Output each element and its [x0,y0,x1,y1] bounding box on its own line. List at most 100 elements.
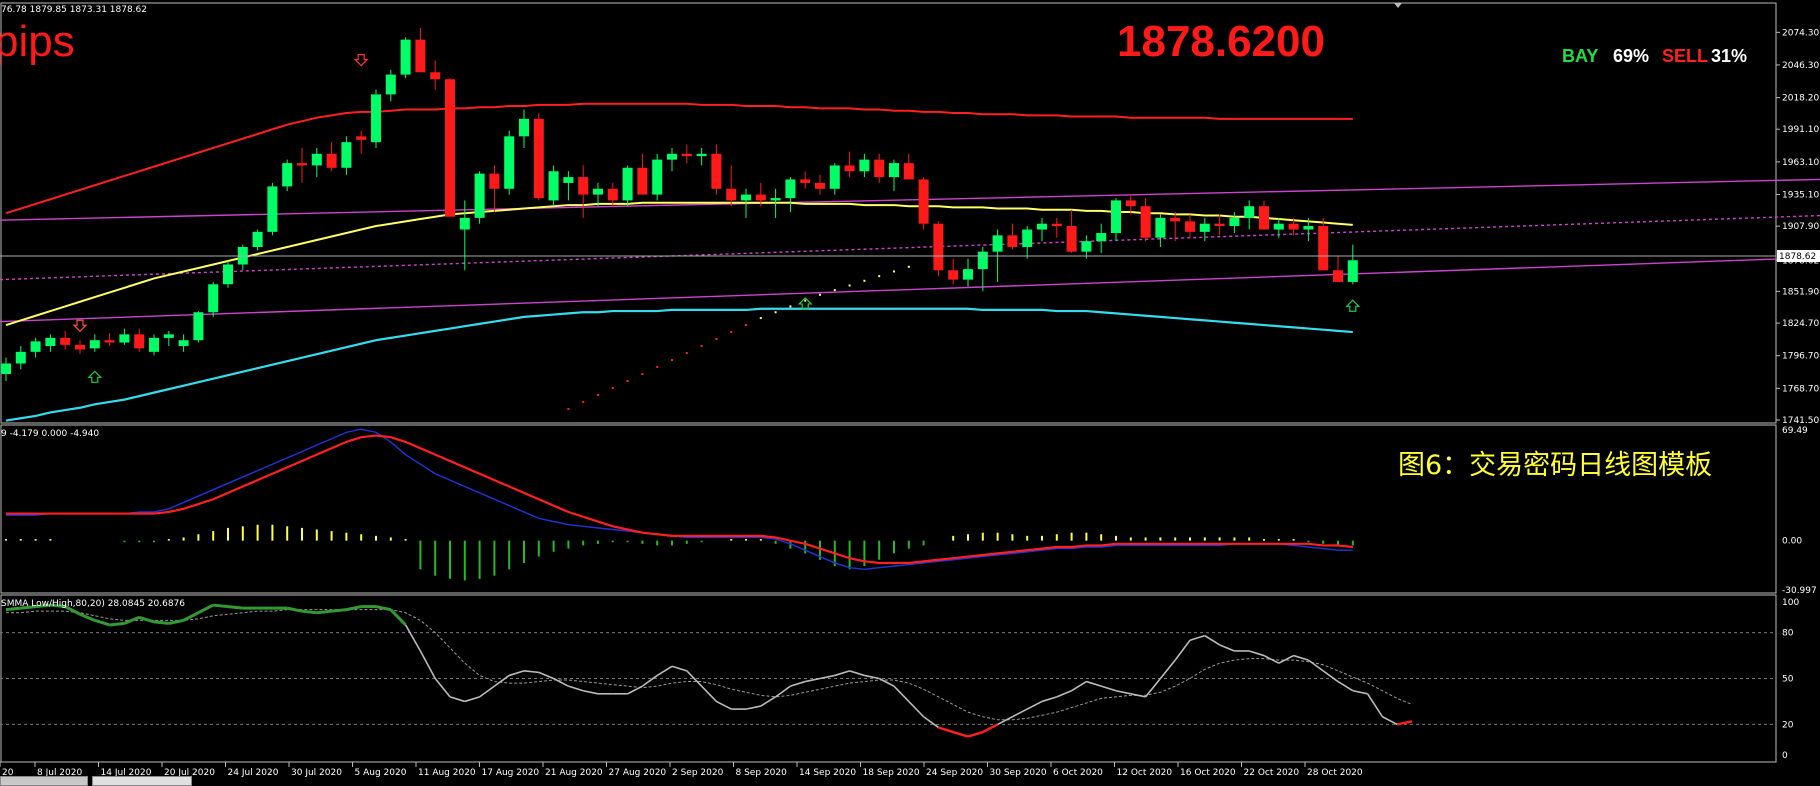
bottom-tab-2[interactable] [92,776,192,786]
osc-main-segment [64,605,81,616]
osc-main-segment [878,677,895,687]
candlesticks-layer [1,27,1358,381]
osc-main-segment [1278,654,1294,664]
sar-dot [685,352,688,355]
bull-candle [519,118,529,137]
x-tick-label: 5 Aug 2020 [355,768,407,778]
bull-candle [385,74,396,95]
bull-candle [341,142,352,168]
bull-candle [667,153,677,160]
macd-layer [5,428,1354,581]
bear-candle [1185,221,1195,232]
osc-main-segment [671,665,688,672]
y-tick-label: 1741.50 [1782,416,1819,426]
bear-candle [75,344,85,350]
bear-candle [415,39,426,73]
parabolic-sar-layer [567,265,910,410]
main-price-panel[interactable] [0,2,1777,424]
osc-main-segment [20,605,36,610]
x-tick-label: 20 Jul 2020 [164,768,215,778]
bear-candle [1318,226,1329,271]
bull-candle [1037,223,1047,230]
bull-candle [963,269,973,280]
bottom-tab-1[interactable] [0,776,88,786]
y-tick-label: 1768.70 [1782,384,1819,394]
bear-candle [60,337,71,345]
buy-percent: 69% [1613,46,1649,66]
bull-candle [89,340,100,349]
bear-candle [607,188,618,201]
chart-caption: 图6：交易密码日线图模板 [1398,450,1712,481]
osc-y-tick-label: 0 [1782,751,1788,761]
bear-candle [356,136,367,140]
bull-candle [1096,233,1107,242]
ma-cyan-line [5,307,1353,422]
channel-lines-layer [0,178,1820,323]
x-tick-label: 2 Sep 2020 [672,768,724,778]
osc-main-segment [760,696,777,707]
buy-label: BAY [1562,46,1598,66]
x-tick-label: 30 Jul 2020 [291,768,342,778]
bear-candle [430,72,441,80]
osc-main-segment [94,618,111,627]
osc-main-segment [109,621,125,627]
sar-dot [700,345,703,348]
y-tick-label: 2046.30 [1782,61,1819,71]
osc-main-segment [404,624,422,652]
osc-main-segment [464,696,480,703]
osc-main-segment [1322,670,1339,683]
bear-candle [918,179,929,224]
macd-signal-line [6,434,1353,565]
macd-panel[interactable] [0,424,1777,594]
moving-averages-layer [5,102,1353,422]
x-tick-label: 22 Oct 2020 [1244,768,1300,778]
bear-candle [948,270,959,280]
sar-dot [863,279,866,282]
bull-candle [178,340,189,347]
osc-main-segment [1115,689,1131,695]
osc-main-segment [168,618,184,625]
bear-candle [800,179,811,183]
x-tick-label: 14 Sep 2020 [799,768,856,778]
sar-dot [641,372,644,375]
oscillator-layer [0,603,1776,738]
sar-dot [878,275,881,278]
bear-candle [711,153,722,189]
sar-dot [567,407,570,410]
osc-main-segment [908,700,925,718]
current-price-display: 1878.6200 [1117,17,1325,66]
bull-candle [1111,200,1121,234]
osc-main-segment [301,609,317,615]
bear-candle [297,163,307,166]
bull-candle [400,39,411,75]
bear-candle [1170,217,1181,222]
price-tag-label: 1878.62 [1779,252,1816,262]
osc-main-segment [1026,700,1043,710]
osc-main-segment [153,620,169,625]
y-tick-label: 2074.30 [1782,28,1819,38]
macd-y-tick-label: 69.49 [1782,426,1808,436]
bull-candle [208,284,219,313]
y-axis-labels-layer: 2074.30 2046.30 2018.20 1991.10 1963.10 1935.… [1776,28,1819,761]
osc-main-segment [1012,708,1028,718]
osc-y-tick-label: 20 [1782,720,1794,730]
shift-marker-icon[interactable] [1394,3,1402,8]
osc-main-segment [1366,693,1384,718]
bull-candle [741,194,751,201]
bear-candle [1333,270,1343,282]
sar-dot [774,311,777,314]
osc-main-segment [849,670,865,677]
channel-line [0,178,1820,221]
bull-candle [267,186,278,232]
sell-arrow-icon [353,54,369,67]
osc-main-segment [1263,654,1280,664]
bull-candle [119,334,130,343]
sar-dot [611,386,614,389]
bear-candle [104,340,115,343]
osc-main-segment [1174,639,1191,661]
osc-main-segment [819,674,835,680]
osc-main-segment [449,696,466,703]
sar-dot [671,359,673,362]
bull-candle [992,235,1003,252]
